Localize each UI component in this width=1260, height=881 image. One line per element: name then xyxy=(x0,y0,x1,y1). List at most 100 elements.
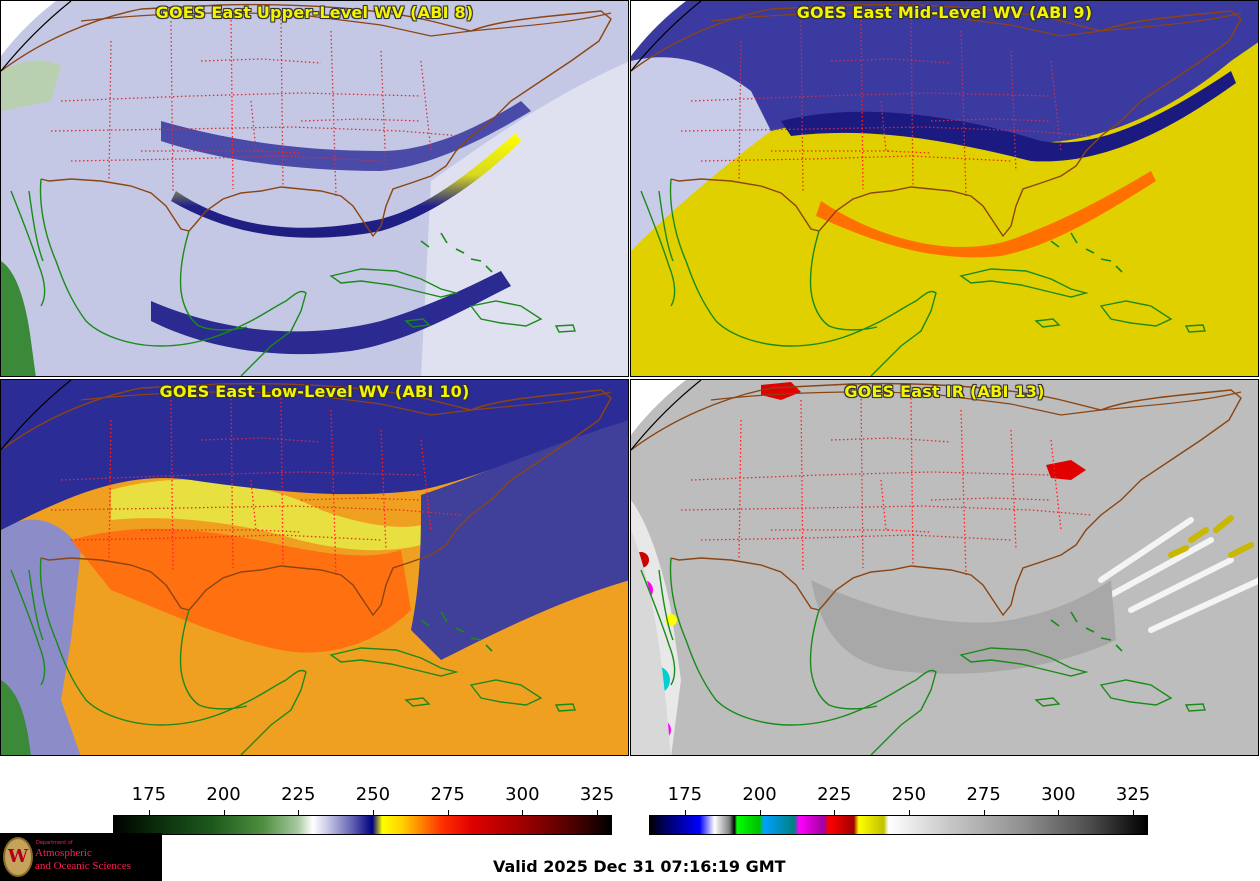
satellite-image-low-wv xyxy=(1,380,628,755)
caribbean-island xyxy=(554,703,576,712)
state-border xyxy=(170,20,174,192)
panel-title: GOES East IR (ABI 13) xyxy=(844,382,1045,401)
panel-low-level-wv: GOES East Low-Level WV (ABI 10) xyxy=(0,379,629,756)
caribbean-island xyxy=(329,268,459,298)
colorbar-tick-mark xyxy=(1133,810,1135,815)
cloud-streak xyxy=(1148,577,1258,633)
logo-dept-label: Department of xyxy=(36,840,73,846)
caribbean-island xyxy=(404,318,431,328)
state-border xyxy=(230,394,234,569)
colorbar-tick-mark xyxy=(298,810,300,815)
satellite-image-upper-wv xyxy=(1,1,628,376)
state-border xyxy=(50,126,462,137)
jet-stream-band xyxy=(781,71,1236,162)
valid-time: Valid 2025 Dec 31 07:16:19 GMT xyxy=(493,857,786,876)
caribbean-island xyxy=(469,679,543,706)
bahamas xyxy=(1050,232,1123,273)
colorbar-tick-mark xyxy=(597,810,599,815)
mexico-coastline xyxy=(39,557,307,755)
aos-logo: W Department of Atmospheric and Oceanic … xyxy=(0,833,162,881)
panel-title: GOES East Low-Level WV (ABI 10) xyxy=(159,382,470,401)
us-border xyxy=(1,3,612,238)
colorbar-tick-label: 200 xyxy=(206,784,241,805)
cloud-streak xyxy=(1108,537,1214,598)
jet-stream-band xyxy=(71,528,411,653)
uw-seal-icon: W xyxy=(3,837,33,877)
state-border xyxy=(910,18,914,188)
bahamas xyxy=(420,232,493,273)
colorbar-tick-label: 275 xyxy=(430,784,465,805)
jet-stream-band xyxy=(811,580,1116,674)
cold-cloud-streak xyxy=(1213,515,1234,533)
state-border xyxy=(680,126,1092,137)
colorbar-tick-mark xyxy=(908,810,910,815)
state-border xyxy=(200,437,322,443)
state-border xyxy=(830,58,952,64)
satellite-image-mid-wv xyxy=(631,1,1258,376)
earth-limb xyxy=(1,1,72,72)
caribbean-island xyxy=(959,647,1089,677)
panel-ir: GOES East IR (ABI 13) xyxy=(630,379,1259,756)
jet-stream-band xyxy=(171,133,521,238)
state-border xyxy=(700,534,1012,541)
jet-stream-band xyxy=(631,42,1258,376)
colorbar-tick-label: 250 xyxy=(355,784,391,805)
panel-title: GOES East Upper-Level WV (ABI 8) xyxy=(155,3,474,22)
state-border xyxy=(880,100,932,154)
jet-stream-band xyxy=(1,380,628,530)
caribbean-island xyxy=(469,300,543,327)
state-border xyxy=(380,50,387,172)
state-border xyxy=(280,18,284,188)
map-background xyxy=(631,380,1258,755)
state-border xyxy=(108,40,112,182)
moisture-band xyxy=(151,271,511,355)
logo-name-line1: Atmospheric xyxy=(35,847,92,859)
caribbean-island xyxy=(404,697,431,707)
colorbar-tick-mark xyxy=(834,810,836,815)
state-border xyxy=(690,471,1052,481)
us-border xyxy=(1,382,612,617)
earth-limb xyxy=(631,380,702,451)
state-border xyxy=(170,399,174,571)
colorbar-tick-label: 225 xyxy=(817,784,852,805)
state-border xyxy=(60,471,422,481)
canada-border xyxy=(710,391,1242,416)
state-border xyxy=(1050,439,1062,531)
colorbar-tick-label: 175 xyxy=(131,784,167,805)
state-border xyxy=(1010,50,1017,172)
state-border xyxy=(300,118,422,122)
state-border xyxy=(700,155,1012,162)
space-corner xyxy=(1,1,56,56)
state-border xyxy=(738,40,742,182)
state-border xyxy=(800,20,804,192)
cold-cloud-streak xyxy=(1228,542,1254,558)
canada-border xyxy=(80,391,612,416)
baja-coastline xyxy=(640,190,676,307)
caribbean-island xyxy=(959,268,1089,298)
us-border xyxy=(631,3,1242,238)
colorbar-tick-label: 175 xyxy=(667,784,703,805)
space-corner xyxy=(631,380,686,435)
state-border xyxy=(50,505,462,516)
colorbar-tick-mark xyxy=(148,810,150,815)
state-border xyxy=(860,15,864,190)
colorbar-tick-label: 325 xyxy=(579,784,615,805)
cloud-streak xyxy=(1128,557,1234,613)
state-border xyxy=(250,100,302,154)
jet-stream-band xyxy=(411,420,628,660)
bahamas xyxy=(420,611,493,652)
baja-coastline xyxy=(10,569,46,686)
mexico-coastline xyxy=(669,178,937,376)
state-border xyxy=(738,419,742,561)
colorbar-tick-label: 275 xyxy=(966,784,1001,805)
state-border xyxy=(1050,60,1062,152)
colorbar-tick-mark xyxy=(223,810,225,815)
baja-coastline xyxy=(640,569,676,686)
state-border xyxy=(910,397,914,567)
caribbean-island xyxy=(329,647,459,677)
state-border xyxy=(70,534,382,541)
space-corner xyxy=(631,1,686,56)
state-border xyxy=(690,92,1052,102)
cloud-streak xyxy=(1098,517,1194,583)
caribbean-island xyxy=(1099,300,1173,327)
